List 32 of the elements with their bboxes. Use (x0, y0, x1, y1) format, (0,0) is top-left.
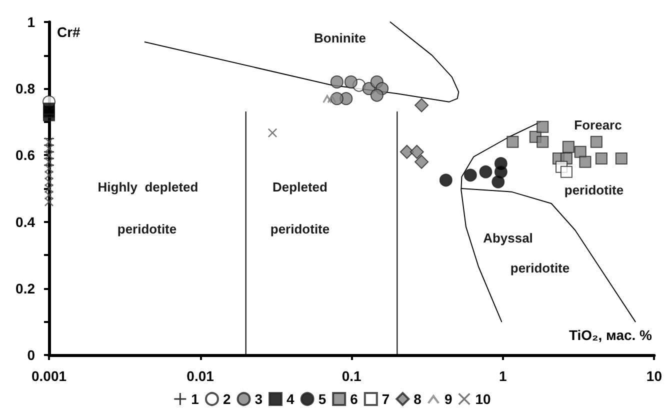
x-tick-label: 10 (646, 368, 662, 384)
annotation: peridotite (510, 260, 570, 276)
y-tick-label: 1 (27, 14, 36, 30)
x-tick-label: 1 (499, 368, 508, 384)
y-tick-label: 0.6 (16, 147, 36, 164)
annotation: Highly depleted (98, 180, 198, 194)
legend-label: 10 (475, 391, 492, 407)
y-axis-title: Cr# (57, 24, 81, 40)
legend-label: 9 (444, 391, 452, 407)
annotation: peridotite (117, 222, 177, 236)
x-tick-label: 0.01 (186, 368, 214, 384)
x-tick-label: 0.001 (31, 368, 67, 384)
y-tick-label: 0 (27, 347, 36, 363)
legend-label: 4 (286, 391, 295, 407)
y-tick-label: 0.2 (16, 280, 36, 296)
y-tick-label: 0.8 (16, 80, 36, 97)
annotation: peridotite (270, 222, 330, 236)
legend-label: 5 (318, 391, 326, 407)
annotation: peridotite (564, 182, 624, 198)
annotation: Forearc (574, 118, 622, 132)
y-tick-label: 0.4 (16, 214, 36, 230)
annotation: Abyssal (483, 230, 533, 246)
x-tick-label: 0.1 (342, 368, 362, 384)
annotation: Boninite (314, 30, 366, 46)
x-axis-title: TiO₂, мас. % (568, 327, 653, 343)
legend-label: 6 (350, 391, 358, 407)
legend-label: 3 (254, 391, 263, 407)
legend-label: 2 (222, 391, 231, 407)
legend-label: 7 (382, 391, 390, 407)
legend-label: 1 (191, 391, 200, 407)
legend-label: 8 (414, 391, 422, 407)
annotation: Depleted (272, 180, 328, 194)
